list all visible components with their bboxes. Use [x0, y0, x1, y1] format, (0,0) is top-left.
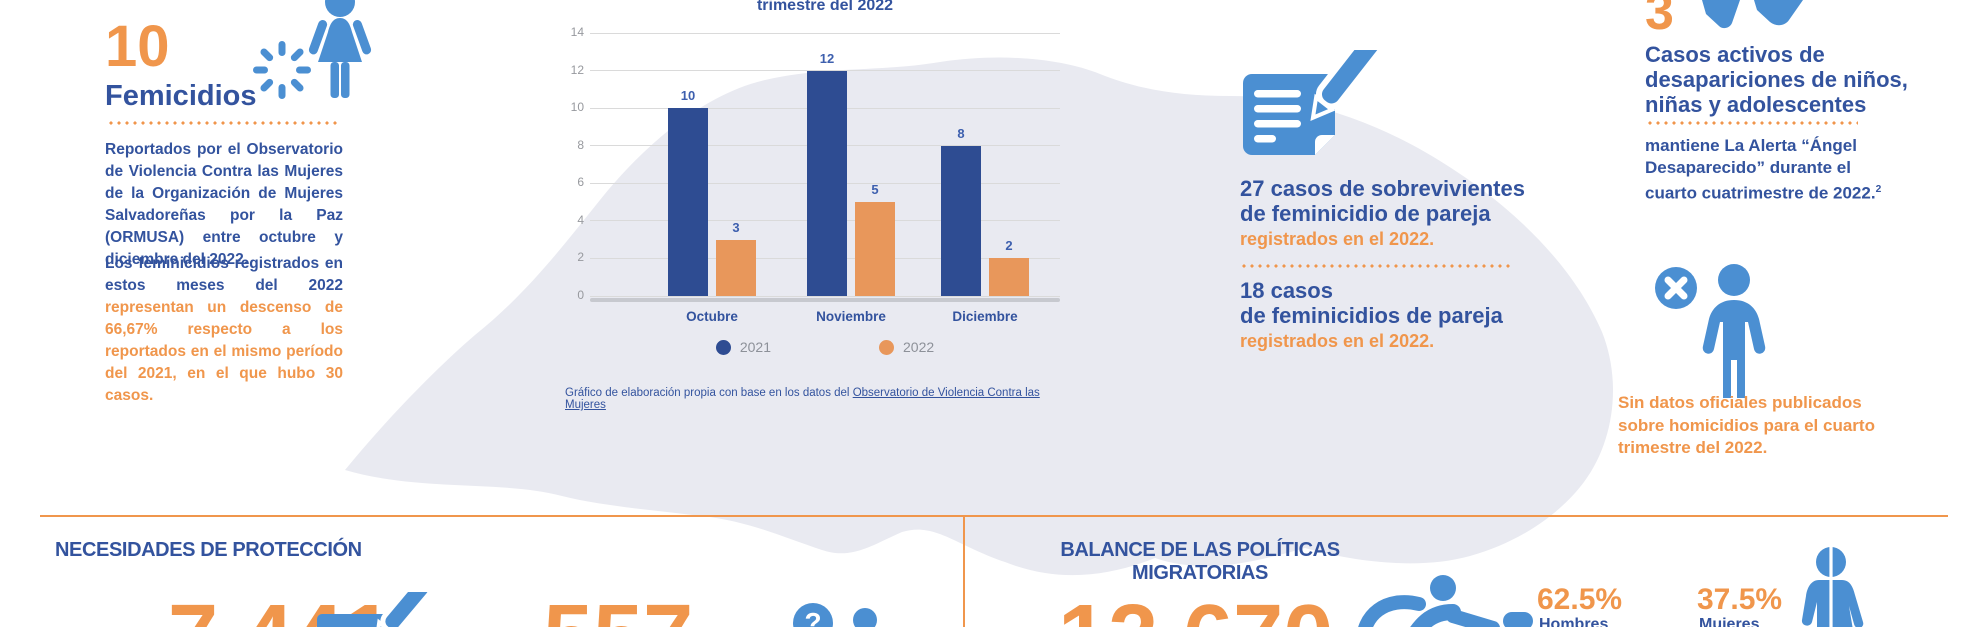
chart-tick-label: 14 [570, 25, 584, 39]
running-person-icon [1358, 575, 1533, 627]
legend-item-2022: 2022 [879, 339, 934, 355]
bar-chart: trimestre del 2022 10 3 12 5 8 2 2021 2022 Gr… [560, 0, 1070, 412]
chart-baseline [590, 298, 1060, 302]
survivors-line1: 27 casos de sobrevivientes [1240, 176, 1525, 201]
legend-label-2022: 2022 [903, 339, 935, 355]
legend-item-2021: 2021 [715, 339, 771, 355]
couple-femicides-line1: 18 casos [1240, 278, 1333, 303]
legend-label-2021: 2021 [739, 339, 771, 355]
pencil-document-icon [1243, 50, 1378, 155]
survivors-note: registrados en el 2022. [1240, 229, 1435, 249]
chart-tick-label: 0 [577, 288, 584, 302]
chart-bar-label: 3 [732, 219, 740, 235]
migration-stat: 12,670 [1058, 592, 1333, 627]
chart-tick-label: 10 [570, 100, 584, 115]
disappearances-footnote: 2 [1875, 184, 1882, 195]
legend-dot-2021 [715, 339, 731, 355]
male-female-person-icon [1801, 546, 1864, 627]
chart-plot: 10 3 12 5 8 2 [590, 32, 1060, 297]
divider-dotted-disappearances [1646, 121, 1858, 125]
chart-gridline [590, 32, 1060, 34]
starburst-icon [253, 41, 311, 99]
disappearances-count: 3 [1645, 0, 1674, 41]
chart-tick-label: 2 [577, 250, 584, 265]
couple-femicides-note: registrados en el 2022. [1240, 331, 1435, 351]
no-homicide-data-note: Sin datos oficiales publicados sobre hom… [1618, 393, 1875, 457]
missing-children-icon [1702, 0, 1803, 29]
chart-source: Gráfico de elaboración propia con base e… [565, 387, 1070, 411]
disappearances-heading: Casos activos de desapariciones de niños… [1645, 42, 1908, 117]
chart-bar [989, 258, 1029, 296]
divider-dotted-survivors [1240, 264, 1512, 268]
chart-title: trimestre del 2022 [756, 0, 894, 14]
femicides-paragraph-2: Los feminicidios registrados en estos me… [105, 253, 343, 407]
disappearances-body: mantiene La Alerta “Ángel Desaparecido” … [1645, 135, 1903, 205]
chart-month-label: Octubre [686, 309, 738, 324]
sign-document-icon [317, 592, 434, 627]
chart-tick-label: 4 [577, 212, 584, 227]
chart-bar-label: 8 [957, 125, 965, 141]
chart-bar [855, 202, 895, 296]
femicides-paragraph-2-orange: representan un descenso de 66,67% respec… [105, 299, 343, 404]
protection-section-title: NECESIDADES DE PROTECCIÓN [55, 539, 362, 561]
chart-source-link[interactable]: Observatorio de Violencia Contra las Muj… [565, 387, 1040, 411]
disappearances-body-text: mantiene La Alerta “Ángel Desaparecido” … [1645, 136, 1876, 203]
chart-gridline [590, 295, 1060, 297]
migration-male-pct: 62.5% [1537, 583, 1623, 616]
chart-bar-label: 12 [819, 50, 835, 66]
chart-bar [941, 145, 981, 296]
chart-bar-label: 10 [680, 88, 696, 104]
svg-text:?: ? [804, 607, 821, 627]
chart-bar [668, 108, 708, 296]
chart-gridline [590, 70, 1060, 72]
femicides-paragraph-1: Reportados por el Observatorio de Violen… [105, 141, 343, 268]
femicides-count: 10 [105, 14, 170, 79]
chart-bar [807, 70, 847, 296]
divider-dotted-femicides [107, 121, 339, 125]
bottom-column-divider [963, 516, 965, 627]
chart-source-text: Gráfico de elaboración propia con base e… [565, 387, 853, 399]
legend-dot-2022 [879, 339, 894, 355]
migration-male-label: Hombres [1539, 616, 1609, 627]
bottom-section-divider [40, 515, 1948, 517]
chart-bar [716, 239, 756, 296]
femicides-label: Femicidios [105, 80, 257, 112]
chart-tick-label: 8 [577, 137, 584, 152]
chart-tick-label: 12 [570, 62, 584, 77]
couple-femicides-line2: de feminicidios de pareja [1240, 303, 1503, 328]
migration-female-label: Mujeres [1699, 616, 1760, 627]
no-data-person-icon [1655, 264, 1766, 398]
chart-month-label: Diciembre [952, 309, 1018, 324]
survivors-line2: de feminicidio de pareja [1240, 201, 1491, 226]
chart-month-label: Noviembre [816, 309, 886, 324]
femicides-paragraph-2-blue: Los feminicidios registrados en estos me… [105, 255, 343, 294]
woman-icon [308, 0, 372, 98]
chart-bar-label: 5 [871, 182, 879, 198]
chart-tick-label: 6 [577, 175, 584, 190]
migration-female-pct: 37.5% [1697, 583, 1783, 616]
question-person-icon: ? [793, 603, 877, 627]
chart-bar-label: 2 [1005, 238, 1013, 254]
migration-section-title: BALANCE DE LAS POLÍTICAS MIGRATORIAS [1060, 539, 1340, 584]
protection-stat-2: 557 [543, 592, 693, 627]
chart-legend: 2021 2022 [590, 339, 1060, 355]
